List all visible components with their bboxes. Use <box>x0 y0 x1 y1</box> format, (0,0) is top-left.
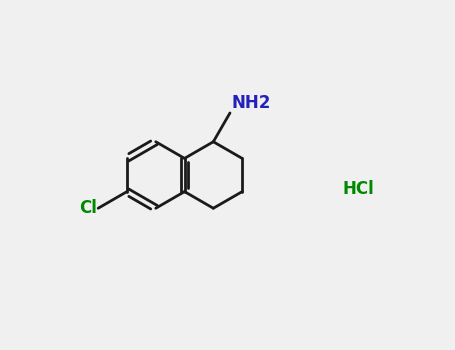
Text: Cl: Cl <box>79 199 97 217</box>
Text: NH2: NH2 <box>231 94 271 112</box>
Text: HCl: HCl <box>343 180 375 198</box>
